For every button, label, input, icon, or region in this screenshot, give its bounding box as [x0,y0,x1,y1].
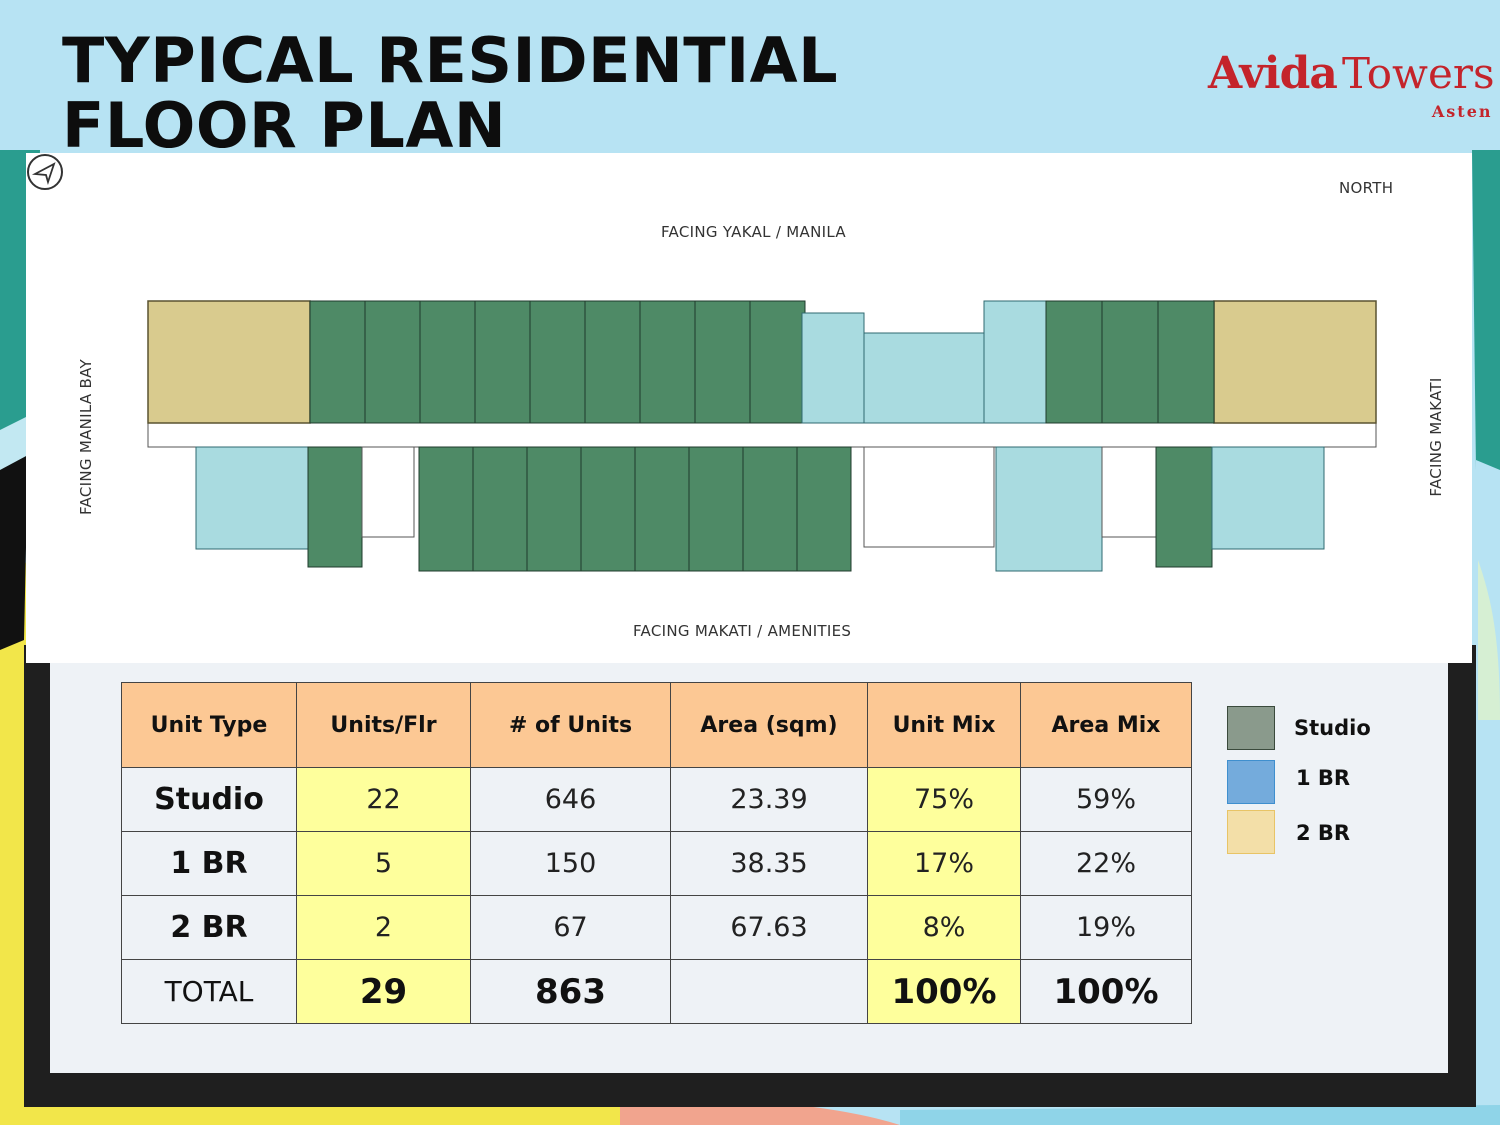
brand-project: Asten [1431,102,1493,121]
unit-studio [1045,300,1103,424]
brand-name: Avida [1208,48,1338,99]
unit-studio [309,300,366,424]
brand-suffix: Towers [1342,49,1495,98]
unit-studio [688,446,744,572]
cell-unit-type: Studio [121,767,297,832]
table-total-row: TOTAL 29 863 100% 100% [121,959,1192,1024]
header-units-per-floor: Units/Flr [296,682,471,768]
unit-studio [474,300,531,424]
unit-studio [526,446,582,572]
stair-core [1101,446,1157,538]
unit-1br [983,300,1047,424]
header-number-of-units: # of Units [470,682,671,768]
header-area-mix: Area Mix [1020,682,1192,768]
unit-studio [529,300,586,424]
unit-1br [995,446,1103,572]
table-row: 2 BR 2 67 67.63 8% 19% [121,895,1192,960]
cell-total-label: TOTAL [121,959,297,1024]
cell-unit-mix: 17% [867,831,1021,896]
legend-label-1br: 1 BR [1296,766,1351,790]
unit-1br-core [863,332,985,424]
unit-studio [639,300,696,424]
unit-2br-left-top [147,300,311,424]
floor-plan-panel: NORTH FACING YAKAL / MANILA FACING MAKAT… [26,153,1472,663]
cell-units-per-floor: 22 [296,767,471,832]
cell-area-mix: 59% [1020,767,1192,832]
legend-label-2br: 2 BR [1296,821,1351,845]
corridor [147,422,1377,448]
page-title: TYPICAL RESIDENTIAL FLOOR PLAN [62,28,838,158]
facing-top-label: FACING YAKAL / MANILA [661,223,846,241]
cell-number-of-units: 646 [470,767,671,832]
legend-label-studio: Studio [1294,716,1371,740]
unit-studio [634,446,690,572]
table-row: Studio 22 646 23.39 75% 59% [121,767,1192,832]
facing-bottom-label: FACING MAKATI / AMENITIES [633,622,852,640]
facing-left-label: FACING MANILA BAY [77,359,95,515]
north-arrow-icon [27,154,63,190]
unit-1br [195,446,309,550]
unit-studio [1157,300,1215,424]
cell-unit-mix: 75% [867,767,1021,832]
unit-studio [694,300,751,424]
cell-total-area [670,959,868,1024]
cell-total-number-of-units: 863 [470,959,671,1024]
cell-units-per-floor: 2 [296,895,471,960]
stair-core [361,446,415,538]
cell-unit-type: 2 BR [121,895,297,960]
facing-right-label: FACING MAKATI [1427,377,1445,497]
unit-studio [584,300,641,424]
unit-mix-table: Unit Type Units/Flr # of Units Area (sqm… [121,682,1192,1024]
table-row: 1 BR 5 150 38.35 17% 22% [121,831,1192,896]
unit-studio [472,446,528,572]
unit-studio [1155,446,1213,568]
cell-unit-mix: 8% [867,895,1021,960]
cell-area: 23.39 [670,767,868,832]
legend-swatch-studio [1227,706,1275,750]
cell-number-of-units: 67 [470,895,671,960]
unit-studio [307,446,363,568]
header-area: Area (sqm) [670,682,868,768]
cell-area-mix: 22% [1020,831,1192,896]
cell-units-per-floor: 5 [296,831,471,896]
brand-logo: Avida Towers Asten [1208,48,1495,121]
unit-2br-right-top [1213,300,1377,424]
cell-total-unit-mix: 100% [867,959,1021,1024]
floor-plan-drawing [147,300,1377,572]
title-line-1: TYPICAL RESIDENTIAL [62,24,839,97]
unit-studio [742,446,798,572]
north-label: NORTH [1339,179,1394,197]
elevator-core [863,446,995,548]
cell-area: 67.63 [670,895,868,960]
unit-studio [364,300,421,424]
cell-area: 38.35 [670,831,868,896]
legend-swatch-2br [1227,810,1275,854]
unit-studio [418,446,474,572]
unit-studio [749,300,806,424]
cell-unit-type: 1 BR [121,831,297,896]
unit-studio [796,446,852,572]
unit-1br [1211,446,1325,550]
legend-swatch-1br [1227,760,1275,804]
unit-studio [419,300,476,424]
header-unit-mix: Unit Mix [867,682,1021,768]
header-unit-type: Unit Type [121,682,297,768]
unit-1br [801,312,865,424]
unit-studio [1101,300,1159,424]
title-line-2: FLOOR PLAN [62,89,507,162]
cell-area-mix: 19% [1020,895,1192,960]
unit-studio [580,446,636,572]
cell-total-units-per-floor: 29 [296,959,471,1024]
cell-number-of-units: 150 [470,831,671,896]
cell-total-area-mix: 100% [1020,959,1192,1024]
table-header-row: Unit Type Units/Flr # of Units Area (sqm… [121,682,1192,768]
